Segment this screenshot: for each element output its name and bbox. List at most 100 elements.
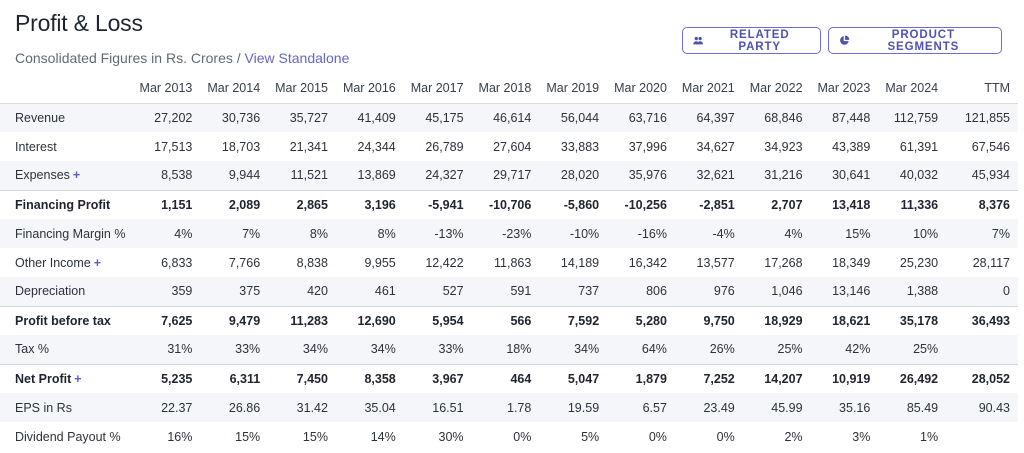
table-cell: 2,865 xyxy=(268,189,336,219)
table-cell: 14,207 xyxy=(742,363,811,393)
column-header: Mar 2017 xyxy=(410,81,464,96)
table-cell: 85.49 xyxy=(878,393,947,422)
table-cell: -4% xyxy=(674,219,743,248)
table-cell: 11,283 xyxy=(268,305,336,335)
table-cell: 43,389 xyxy=(832,139,871,154)
table-cell: 5,235 xyxy=(132,363,201,393)
table-cell: 26,789 xyxy=(425,139,464,154)
table-cell: 1% xyxy=(920,429,939,444)
product-segments-button[interactable]: PRODUCT SEGMENTS xyxy=(828,27,1002,54)
row-label: Financing Profit xyxy=(0,189,133,219)
profit-loss-table: Mar 2013 Mar 2014 Mar 2015 Mar 2016 Mar 2017… xyxy=(0,74,1018,451)
table-cell: 18% xyxy=(471,335,540,364)
table-cell: 359 xyxy=(132,277,201,306)
row-label-text: Profit before tax xyxy=(15,313,111,328)
row-label[interactable]: Other Income + xyxy=(0,248,133,277)
table-cell: 27,202 xyxy=(132,103,201,132)
table-cell: 7,450 xyxy=(268,363,336,393)
table-cell: 18,703 xyxy=(221,139,261,154)
table-cell: 420 xyxy=(268,277,336,306)
table-cell: 15% xyxy=(302,429,328,444)
row-label: Dividend Payout % xyxy=(0,422,133,451)
table-cell: 11,863 xyxy=(494,255,532,270)
table-cell: 33,883 xyxy=(560,139,600,154)
table-cell: 13,869 xyxy=(335,161,404,190)
table-cell: 7,625 xyxy=(132,305,201,335)
table-cell: 11,521 xyxy=(268,161,336,190)
row-label-text: Financing Margin % xyxy=(15,226,126,241)
expand-plus-icon[interactable]: + xyxy=(93,255,102,270)
table-cell: 28,020 xyxy=(539,161,608,190)
table-cell: 7,766 xyxy=(228,255,261,270)
table-cell: 976 xyxy=(674,277,743,306)
table-cell: 36,493 xyxy=(946,305,1018,335)
table-cell: 14,189 xyxy=(560,255,600,270)
table-cell: 5% xyxy=(581,429,600,444)
column-header: Mar 2015 xyxy=(275,81,328,96)
column-header: Mar 2020 xyxy=(614,81,667,96)
table-cell: -10% xyxy=(539,219,608,248)
related-party-button[interactable]: RELATED PARTY xyxy=(682,27,821,54)
row-label[interactable]: Net Profit + xyxy=(0,363,133,393)
table-cell: -10,256 xyxy=(607,189,675,219)
table-cell: 7,592 xyxy=(539,305,608,335)
table-cell: 9,750 xyxy=(674,305,743,335)
table-cell: 6,311 xyxy=(200,363,269,393)
table-cell: 8,538 xyxy=(132,161,201,190)
table-cell: 9,479 xyxy=(200,305,269,335)
table-cell: 6,833 xyxy=(161,255,193,270)
table-cell: 17,513 xyxy=(154,139,193,154)
table-cell: 0 xyxy=(946,277,1018,306)
table-cell: 5,280 xyxy=(607,305,675,335)
row-label-text: Tax % xyxy=(15,342,50,357)
table-cell: 28,052 xyxy=(946,363,1018,393)
row-label: Financing Margin % xyxy=(0,219,133,248)
table-row: Financing Profit 1,151 2,089 2,865 3,196 -5,9… xyxy=(0,189,1018,219)
table-cell: 17,268 xyxy=(764,255,803,270)
table-row[interactable]: Other Income +6,833 7,766 8,838 9,955 12,422 1… xyxy=(0,248,1018,277)
table-cell: 15% xyxy=(810,219,879,248)
table-cell: 14% xyxy=(370,429,396,444)
table-cell: 37,996 xyxy=(628,139,667,154)
table-cell: 64% xyxy=(607,335,675,364)
table-cell: 31,216 xyxy=(742,161,811,190)
table-cell: 4% xyxy=(132,219,201,248)
table-cell: 16.51 xyxy=(403,393,472,422)
table-cell: -16% xyxy=(607,219,675,248)
header-label-cell xyxy=(0,74,133,103)
table-row: EPS in Rs 22.37 26.86 31.42 35.04 16.51 1.78 19… xyxy=(0,393,1018,422)
table-cell: 19.59 xyxy=(539,393,608,422)
table-row[interactable]: Expenses +8,538 9,944 11,521 13,869 24,327 29,… xyxy=(0,161,1018,190)
table-row[interactable]: Net Profit +5,235 6,311 7,450 8,358 3,967 464 5… xyxy=(0,363,1018,393)
row-label: Interest xyxy=(0,132,133,161)
table-cell: 461 xyxy=(335,277,404,306)
table-cell: -13% xyxy=(403,219,472,248)
table-cell: 7% xyxy=(200,219,269,248)
table-cell: 16% xyxy=(167,429,193,444)
users-icon xyxy=(693,36,704,45)
table-cell: 375 xyxy=(200,277,269,306)
table-cell: 591 xyxy=(471,277,540,306)
table-cell: 3,196 xyxy=(335,189,404,219)
table-cell: 34% xyxy=(539,335,608,364)
row-label-text: Interest xyxy=(15,139,57,154)
row-label[interactable]: Expenses + xyxy=(0,161,133,190)
table-cell: 1,879 xyxy=(607,363,675,393)
table-cell: 31.42 xyxy=(268,393,336,422)
table-cell: 34,627 xyxy=(696,139,735,154)
table-cell: 806 xyxy=(607,277,675,306)
column-header: Mar 2024 xyxy=(885,81,939,96)
table-cell: 68,846 xyxy=(742,103,811,132)
row-label-text: Net Profit xyxy=(15,371,72,386)
table-cell: -23% xyxy=(471,219,540,248)
view-standalone-link[interactable]: View Standalone xyxy=(244,50,350,66)
table-cell: 12,422 xyxy=(425,255,464,270)
row-label: Revenue xyxy=(0,103,133,132)
table-cell: 9,955 xyxy=(364,255,396,270)
table-cell: 16,342 xyxy=(628,255,667,270)
related-party-label: RELATED PARTY xyxy=(729,28,790,53)
table-row: Interest 17,513 18,703 21,341 24,344 26,789 27… xyxy=(0,132,1018,161)
expand-plus-icon[interactable]: + xyxy=(74,371,82,386)
column-header: Mar 2021 xyxy=(681,81,735,96)
expand-plus-icon[interactable]: + xyxy=(72,168,81,183)
